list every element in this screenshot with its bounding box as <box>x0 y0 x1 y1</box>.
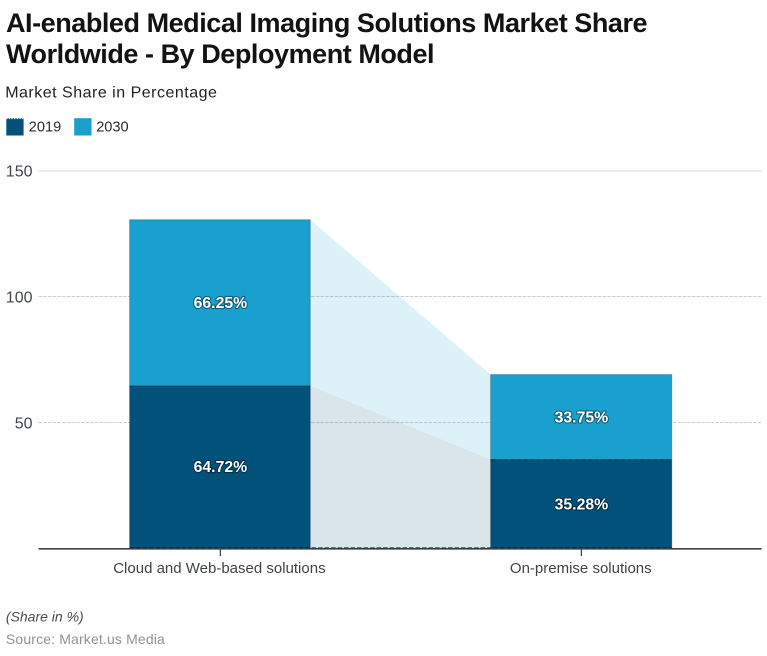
svg-text:150: 150 <box>6 164 33 181</box>
svg-text:2019: 2019 <box>29 119 61 135</box>
svg-text:66.25%: 66.25% <box>194 295 248 312</box>
svg-text:On-premise solutions: On-premise solutions <box>510 560 652 577</box>
svg-text:Market Share in Percentage: Market Share in Percentage <box>5 84 217 101</box>
svg-text:35.28%: 35.28% <box>555 497 609 514</box>
svg-text:64.72%: 64.72% <box>194 459 248 476</box>
svg-text:(Share in %): (Share in %) <box>6 609 84 625</box>
svg-text:Worldwide - By Deployment Mode: Worldwide - By Deployment Model <box>6 39 434 69</box>
svg-text:2030: 2030 <box>96 119 128 135</box>
svg-text:50: 50 <box>15 416 33 433</box>
svg-text:33.75%: 33.75% <box>555 410 609 427</box>
svg-text:Cloud and Web-based solutions: Cloud and Web-based solutions <box>113 560 325 577</box>
svg-text:AI-enabled Medical Imaging Sol: AI-enabled Medical Imaging Solutions Mar… <box>6 8 648 38</box>
svg-text:Source: Market.us Media: Source: Market.us Media <box>6 631 165 647</box>
svg-text:100: 100 <box>6 290 33 307</box>
